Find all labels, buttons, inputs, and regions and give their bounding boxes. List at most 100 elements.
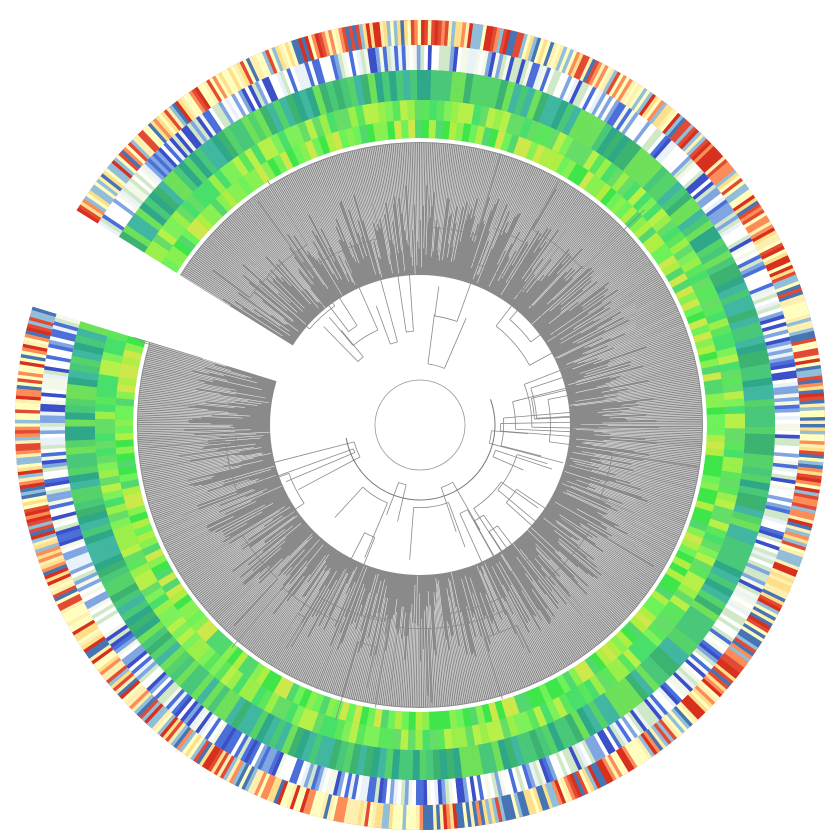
heatmap-cell bbox=[600, 643, 618, 663]
heatmap-cell bbox=[675, 550, 695, 565]
heatmap-cell bbox=[63, 605, 88, 621]
heatmap-cell bbox=[219, 164, 238, 185]
heatmap-cell bbox=[725, 529, 757, 547]
heatmap-cell bbox=[234, 763, 250, 787]
heatmap-cell bbox=[463, 22, 470, 48]
heatmap-cell bbox=[606, 662, 625, 683]
leaf-branch bbox=[435, 578, 450, 706]
heatmap-cell bbox=[749, 552, 775, 566]
heatmap-cell bbox=[706, 414, 725, 422]
heatmap-cell bbox=[230, 65, 246, 90]
heatmap-cell bbox=[738, 578, 763, 594]
heatmap-cell bbox=[103, 496, 126, 509]
heatmap-cell bbox=[779, 294, 805, 306]
heatmap-cell bbox=[692, 687, 713, 708]
heatmap-cell bbox=[258, 52, 272, 77]
heatmap-cell bbox=[717, 484, 739, 496]
heatmap-cell bbox=[116, 638, 139, 657]
leaf-branch bbox=[164, 501, 257, 545]
heatmap-cell bbox=[15, 439, 41, 445]
leaf-branch bbox=[542, 198, 588, 259]
heatmap-cell bbox=[667, 117, 687, 139]
heatmap-cell bbox=[476, 774, 485, 801]
leaf-branch bbox=[138, 431, 270, 439]
heatmap-cell bbox=[141, 666, 162, 686]
heatmap-cell bbox=[789, 330, 815, 340]
heatmap-cell bbox=[250, 685, 268, 707]
leaf-branch bbox=[608, 254, 646, 283]
heatmap-cell bbox=[611, 75, 628, 99]
heatmap-cell bbox=[730, 594, 754, 610]
heatmap-cell bbox=[461, 123, 472, 143]
heatmap-cell bbox=[231, 93, 247, 118]
leaf-branch bbox=[303, 570, 355, 682]
leaf-branch bbox=[522, 201, 593, 292]
heatmap-cell bbox=[767, 261, 793, 275]
leaf-branch bbox=[229, 574, 284, 634]
heatmap-cell bbox=[338, 129, 350, 149]
heatmap-cell bbox=[691, 513, 711, 526]
leaf-branch bbox=[174, 523, 247, 565]
heatmap-cell bbox=[724, 301, 756, 319]
heatmap-cell bbox=[736, 491, 768, 506]
heatmap-cell bbox=[653, 722, 672, 745]
heatmap-cell bbox=[651, 213, 672, 233]
leaf-branch bbox=[373, 634, 386, 704]
leaf-branch bbox=[433, 592, 444, 707]
heatmap-cell bbox=[703, 675, 725, 695]
heatmap-cell bbox=[702, 636, 726, 655]
heatmap-cell bbox=[685, 219, 714, 243]
heatmap-cell bbox=[709, 668, 732, 687]
heatmap-cell bbox=[771, 271, 797, 284]
heatmap-cell bbox=[112, 672, 134, 692]
heatmap-cell bbox=[278, 754, 291, 779]
leaf-branch bbox=[561, 483, 681, 533]
leaf-branch bbox=[360, 656, 371, 701]
heatmap-cell bbox=[463, 47, 471, 74]
leaf-branch bbox=[176, 535, 231, 568]
heatmap-cell bbox=[144, 586, 166, 605]
heatmap-cell bbox=[198, 113, 217, 137]
heatmap-cell bbox=[434, 45, 440, 71]
heatmap-cell bbox=[589, 763, 605, 788]
leaf-branch bbox=[438, 144, 451, 256]
heatmap-cell bbox=[140, 580, 162, 598]
heatmap-cell bbox=[584, 656, 601, 675]
heatmap-cell bbox=[122, 224, 152, 248]
heatmap-cell bbox=[629, 216, 648, 234]
heatmap-cell bbox=[617, 143, 642, 172]
leaf-branch bbox=[341, 153, 355, 195]
heatmap-cell bbox=[772, 466, 798, 474]
leaf-branch bbox=[215, 229, 268, 279]
heatmap-cell bbox=[190, 218, 209, 236]
leaf-branch bbox=[139, 392, 229, 404]
leaf-branch bbox=[147, 352, 205, 369]
heatmap-cell bbox=[729, 517, 761, 533]
heatmap-cell bbox=[41, 454, 67, 461]
leaf-branch bbox=[479, 592, 516, 691]
heatmap-cell bbox=[793, 351, 819, 360]
branch bbox=[428, 196, 431, 228]
heatmap-cell bbox=[748, 282, 774, 296]
leaf-branch bbox=[326, 583, 365, 692]
leaf-branch bbox=[322, 649, 338, 690]
heatmap-cell bbox=[26, 326, 52, 336]
heatmap-cell bbox=[633, 121, 652, 144]
heatmap-cell bbox=[669, 119, 689, 141]
leaf-branch bbox=[618, 378, 699, 393]
heatmap-cell bbox=[656, 611, 677, 631]
heatmap-cell bbox=[670, 674, 691, 695]
heatmap-cell bbox=[726, 647, 749, 666]
heatmap-cell bbox=[685, 172, 707, 192]
heatmap-cell bbox=[766, 344, 793, 354]
heatmap-cell bbox=[419, 804, 424, 830]
leaf-branch bbox=[483, 156, 507, 225]
heatmap-cell bbox=[534, 726, 552, 758]
heatmap-cell bbox=[401, 711, 410, 730]
clade-arc bbox=[352, 448, 356, 453]
heatmap-cell bbox=[678, 701, 698, 723]
leaf-branch bbox=[558, 538, 639, 604]
heatmap-cell bbox=[17, 374, 43, 381]
leaf-branch bbox=[146, 477, 212, 495]
heatmap-cell bbox=[75, 574, 100, 589]
